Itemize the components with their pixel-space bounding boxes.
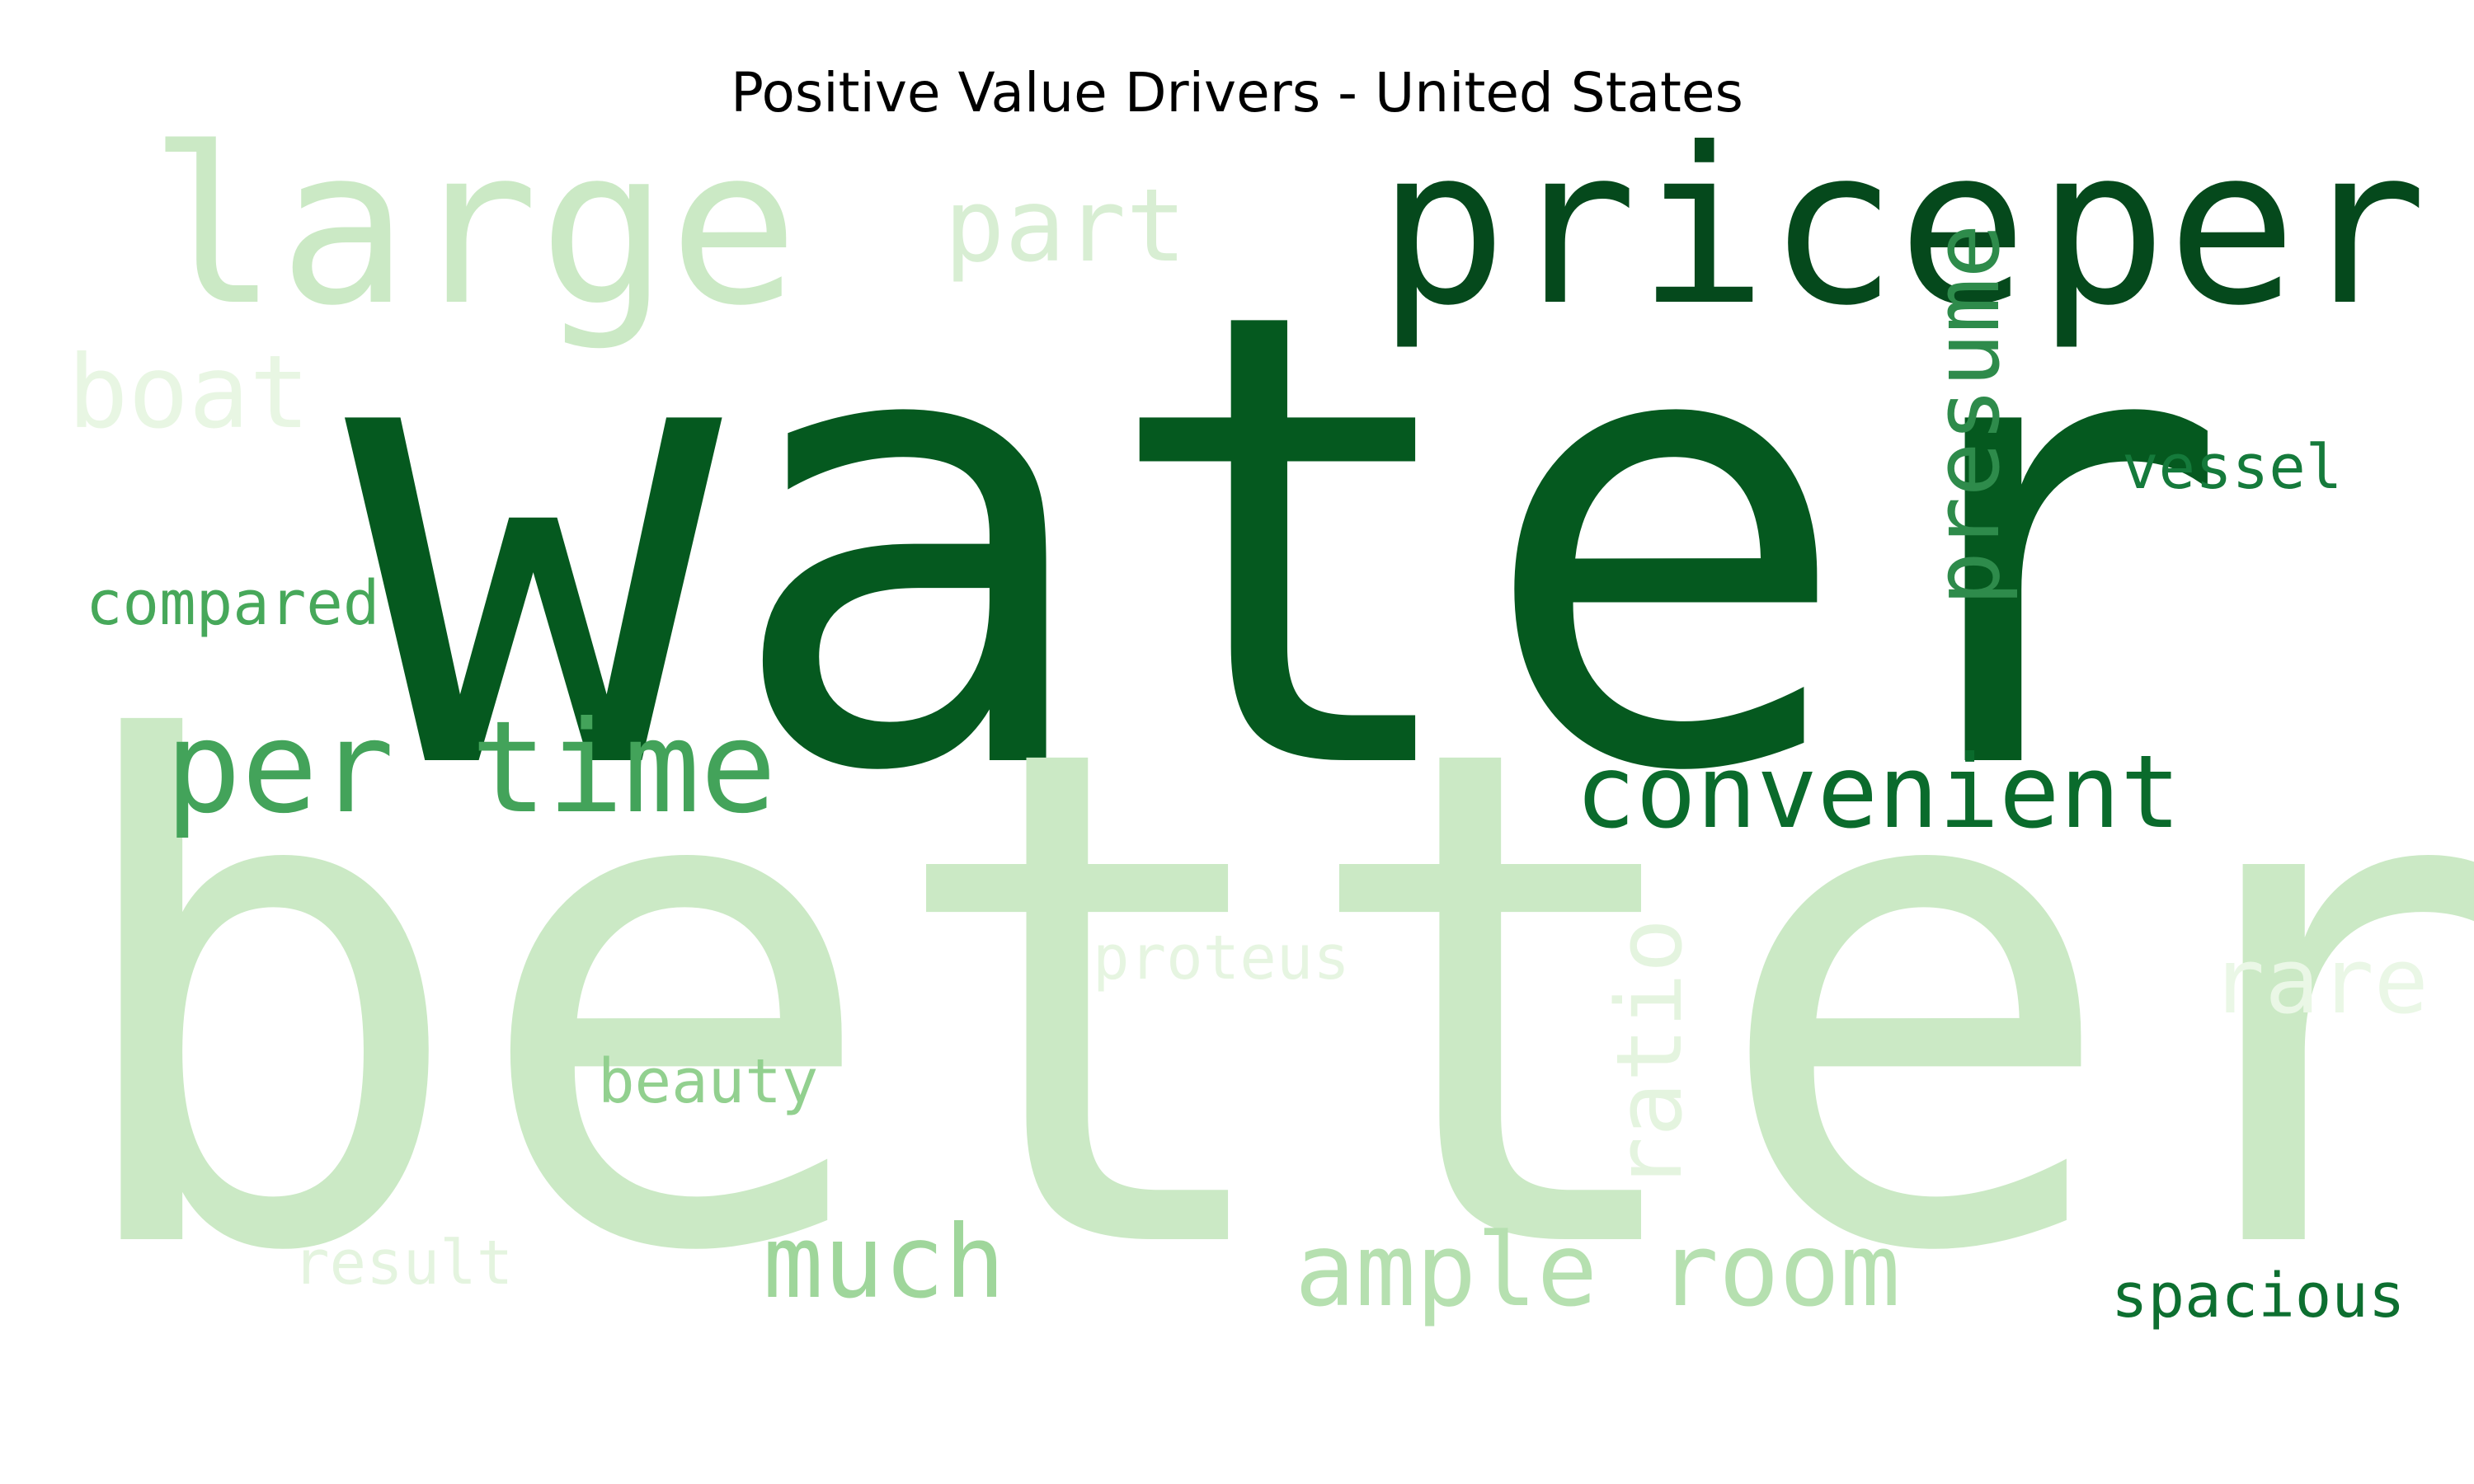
word-rare: rare (2210, 928, 2429, 1034)
word-beauty: beauty (598, 1046, 819, 1117)
word-ample-room: ample room (1295, 1212, 1901, 1329)
word-per: per (2037, 101, 2428, 353)
word-boat: boat (68, 334, 310, 451)
word-large: large (148, 101, 799, 353)
word-part: part (944, 167, 1187, 284)
chart-title: Positive Value Drivers - United States (731, 61, 1743, 124)
word-ratio: ratio (1597, 918, 1702, 1191)
word-spacious: spacious (2111, 1261, 2406, 1331)
word-convenient: convenient (1575, 734, 2181, 851)
word-better: better (56, 603, 2474, 1402)
word-per-time: per time (165, 694, 777, 842)
word-vessel: vessel (2122, 432, 2343, 503)
word-presume: presume (1914, 223, 2020, 606)
word-compared: compared (86, 568, 380, 639)
word-proteus: proteus (1093, 923, 1350, 993)
word-price: price (1377, 101, 2028, 353)
word-water: water (345, 180, 2232, 909)
word-much: much (763, 1204, 1005, 1321)
word-result: result (293, 1228, 514, 1298)
